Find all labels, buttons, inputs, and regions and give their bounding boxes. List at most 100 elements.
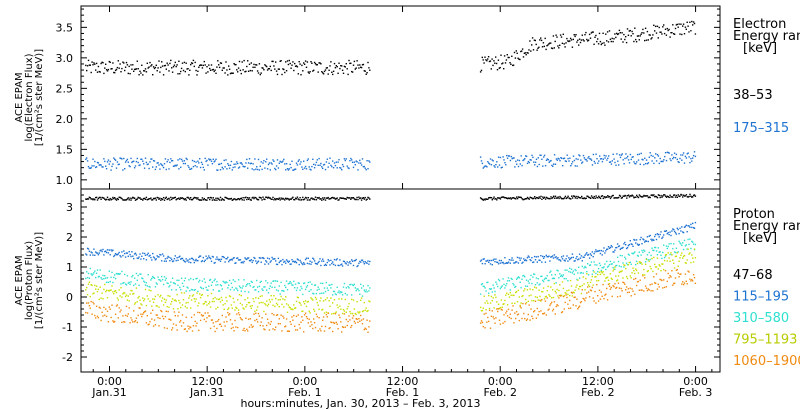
data-point xyxy=(479,306,482,309)
data-point xyxy=(684,245,687,247)
data-point xyxy=(256,166,258,168)
data-point xyxy=(299,302,301,304)
data-point xyxy=(685,262,687,264)
data-point xyxy=(482,325,484,328)
data-point xyxy=(138,164,140,167)
data-point xyxy=(283,198,285,200)
data-point xyxy=(341,326,344,328)
data-point xyxy=(355,313,357,316)
data-point xyxy=(508,280,511,282)
data-point xyxy=(676,196,678,198)
data-point xyxy=(671,230,673,232)
data-point xyxy=(654,246,657,249)
data-point xyxy=(199,255,202,257)
data-point xyxy=(181,197,184,199)
data-point xyxy=(678,260,680,262)
data-point xyxy=(486,300,488,302)
data-point xyxy=(345,263,347,265)
data-point xyxy=(107,321,110,323)
data-point xyxy=(510,63,512,65)
data-point xyxy=(596,280,598,282)
data-point xyxy=(489,288,492,290)
data-point xyxy=(255,289,257,291)
data-point xyxy=(211,163,214,165)
data-point xyxy=(93,62,95,64)
data-point xyxy=(330,197,332,200)
data-point xyxy=(661,196,663,198)
data-point xyxy=(360,314,362,317)
data-point xyxy=(326,197,328,199)
data-point xyxy=(307,281,309,284)
data-point xyxy=(238,314,241,316)
data-point xyxy=(331,313,333,315)
data-point xyxy=(572,256,574,259)
data-point xyxy=(533,300,535,302)
data-point xyxy=(230,258,233,261)
data-point xyxy=(313,318,315,320)
data-point xyxy=(323,197,326,199)
data-point xyxy=(313,260,316,262)
data-point xyxy=(668,28,670,31)
data-point xyxy=(129,197,131,199)
data-point xyxy=(538,310,540,313)
data-point xyxy=(239,198,242,200)
data-point xyxy=(299,259,301,262)
data-point xyxy=(603,297,605,300)
data-point xyxy=(212,197,214,199)
data-point xyxy=(209,278,212,281)
data-point xyxy=(352,299,355,301)
data-point xyxy=(234,319,236,322)
data-point xyxy=(350,198,352,200)
legend-title: Energy ran xyxy=(733,29,800,44)
data-point xyxy=(361,323,364,325)
data-point xyxy=(106,161,109,163)
data-point xyxy=(285,61,287,63)
data-point xyxy=(85,253,87,255)
data-point xyxy=(549,260,551,262)
data-point xyxy=(624,194,626,197)
data-point xyxy=(136,198,138,200)
data-point xyxy=(206,317,208,319)
data-point xyxy=(643,194,645,197)
data-point xyxy=(528,256,530,258)
data-point xyxy=(364,291,366,293)
data-point xyxy=(663,230,666,232)
data-point xyxy=(578,266,580,268)
data-point xyxy=(192,294,195,296)
data-point xyxy=(601,160,604,163)
data-point xyxy=(540,300,542,302)
data-point xyxy=(343,313,346,315)
data-point xyxy=(576,197,578,200)
data-point xyxy=(644,195,646,197)
data-point xyxy=(612,40,614,43)
data-point xyxy=(537,299,539,301)
data-point xyxy=(602,283,604,286)
data-point xyxy=(275,302,278,305)
data-point xyxy=(247,198,250,200)
data-point xyxy=(496,161,498,163)
data-point xyxy=(332,70,335,72)
data-point xyxy=(514,302,516,304)
data-point xyxy=(253,197,255,200)
data-point xyxy=(487,316,489,319)
data-point xyxy=(583,256,585,258)
data-point xyxy=(566,37,568,40)
data-point xyxy=(549,304,551,307)
data-point xyxy=(195,258,197,261)
data-point xyxy=(187,68,189,70)
data-point xyxy=(147,324,149,326)
data-point xyxy=(262,289,264,291)
data-point xyxy=(326,316,328,318)
data-point xyxy=(188,328,190,330)
data-point xyxy=(369,320,371,322)
y-tick-label: 3.5 xyxy=(56,21,74,34)
data-point xyxy=(623,264,625,266)
data-point xyxy=(546,45,548,47)
data-point xyxy=(491,300,493,302)
data-point xyxy=(96,71,99,73)
data-point xyxy=(244,71,246,73)
data-point xyxy=(675,247,678,249)
data-point xyxy=(543,45,545,48)
data-point xyxy=(206,258,208,260)
